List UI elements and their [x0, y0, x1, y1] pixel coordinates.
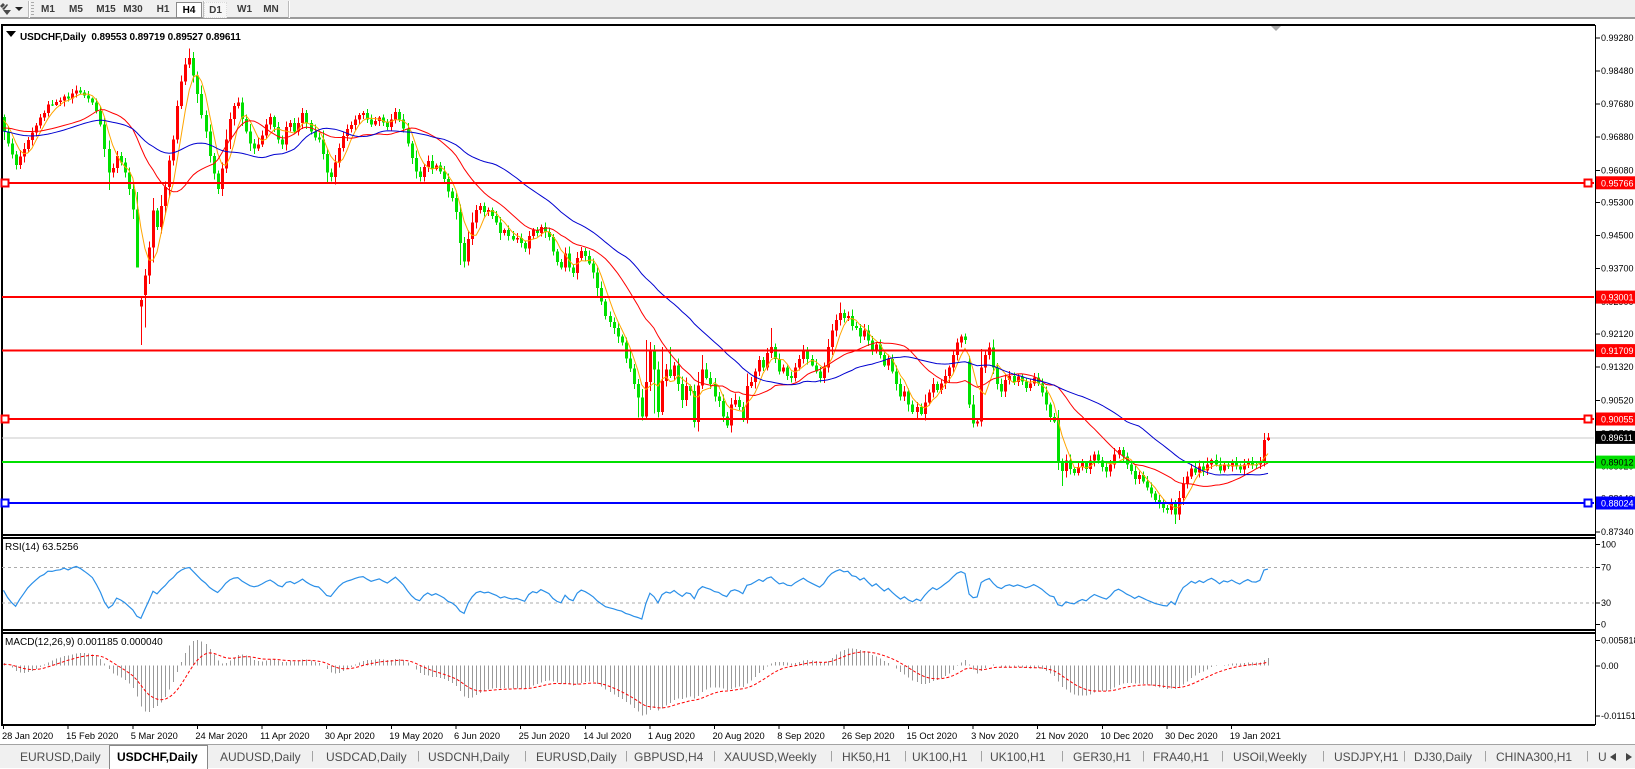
svg-text:0.89611: 0.89611 — [1601, 433, 1633, 443]
svg-text:19 Jan 2021: 19 Jan 2021 — [1230, 731, 1281, 741]
svg-text:0.96080: 0.96080 — [1601, 165, 1634, 175]
svg-text:0.95300: 0.95300 — [1601, 198, 1634, 208]
svg-text:8 Sep 2020: 8 Sep 2020 — [777, 731, 825, 741]
svg-text:0.00: 0.00 — [1601, 661, 1619, 671]
svg-text:11 Apr 2020: 11 Apr 2020 — [260, 731, 309, 741]
svg-text:20 Aug 2020: 20 Aug 2020 — [713, 731, 765, 741]
svg-text:0.90055: 0.90055 — [1601, 415, 1634, 425]
svg-text:15 Oct 2020: 15 Oct 2020 — [907, 731, 958, 741]
svg-text:MACD(12,26,9) 0.001185 0.00004: MACD(12,26,9) 0.001185 0.000040 — [5, 637, 163, 648]
svg-text:0.93700: 0.93700 — [1601, 264, 1634, 274]
svg-text:26 Sep 2020: 26 Sep 2020 — [842, 731, 895, 741]
svg-text:5 Mar 2020: 5 Mar 2020 — [131, 731, 178, 741]
svg-text:USDCHF,Daily 0.89553 0.89719: USDCHF,Daily 0.89553 0.89719 0.89527 0.8… — [20, 32, 241, 43]
svg-text:21 Nov 2020: 21 Nov 2020 — [1036, 731, 1089, 741]
svg-text:30 Dec 2020: 30 Dec 2020 — [1165, 731, 1218, 741]
svg-text:1 Aug 2020: 1 Aug 2020 — [648, 731, 695, 741]
svg-text:30: 30 — [1601, 598, 1611, 608]
svg-text:15 Feb 2020: 15 Feb 2020 — [66, 731, 118, 741]
svg-text:0.99280: 0.99280 — [1601, 33, 1634, 43]
svg-text:0.93001: 0.93001 — [1601, 293, 1634, 303]
svg-text:0.005818: 0.005818 — [1601, 636, 1635, 646]
svg-text:70: 70 — [1601, 562, 1611, 572]
svg-text:0.89012: 0.89012 — [1601, 458, 1634, 468]
svg-text:0: 0 — [1601, 620, 1606, 630]
svg-text:0.95766: 0.95766 — [1601, 178, 1634, 188]
svg-text:RSI(14) 63.5256: RSI(14) 63.5256 — [5, 542, 79, 553]
svg-text:25 Jun 2020: 25 Jun 2020 — [519, 731, 570, 741]
svg-text:0.88024: 0.88024 — [1601, 499, 1634, 509]
svg-text:6 Jun 2020: 6 Jun 2020 — [454, 731, 500, 741]
svg-text:30 Apr 2020: 30 Apr 2020 — [325, 731, 375, 741]
svg-text:0.87340: 0.87340 — [1601, 527, 1634, 537]
svg-text:0.91709: 0.91709 — [1601, 346, 1634, 356]
svg-text:28 Jan 2020: 28 Jan 2020 — [2, 731, 53, 741]
svg-text:3 Nov 2020: 3 Nov 2020 — [971, 731, 1019, 741]
svg-text:14 Jul 2020: 14 Jul 2020 — [583, 731, 631, 741]
svg-text:100: 100 — [1601, 540, 1616, 550]
svg-text:24 Mar 2020: 24 Mar 2020 — [195, 731, 247, 741]
svg-text:-0.01151: -0.01151 — [1601, 711, 1635, 721]
svg-text:10 Dec 2020: 10 Dec 2020 — [1100, 731, 1153, 741]
svg-text:19 May 2020: 19 May 2020 — [389, 731, 443, 741]
svg-text:0.97680: 0.97680 — [1601, 99, 1634, 109]
svg-text:0.90520: 0.90520 — [1601, 395, 1634, 405]
svg-text:0.98480: 0.98480 — [1601, 66, 1634, 76]
svg-text:0.92120: 0.92120 — [1601, 329, 1634, 339]
svg-text:0.94500: 0.94500 — [1601, 231, 1634, 241]
svg-text:0.96880: 0.96880 — [1601, 132, 1634, 142]
svg-text:0.91320: 0.91320 — [1601, 362, 1634, 372]
